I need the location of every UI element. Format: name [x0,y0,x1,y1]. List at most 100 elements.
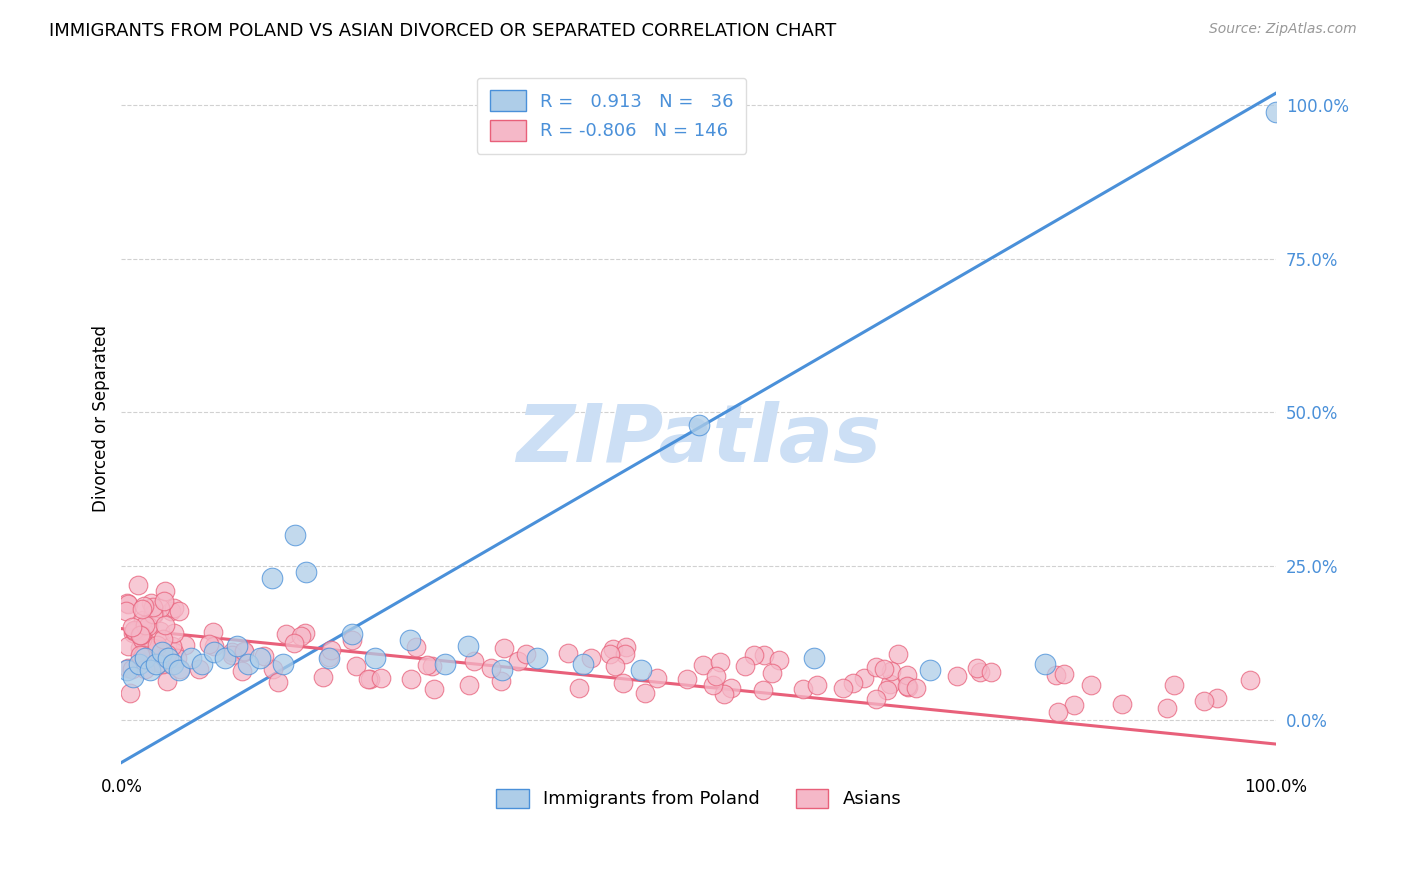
Point [156,673,179,688]
Point [792,682,814,697]
Point [167,604,190,618]
Point [918,664,941,678]
Point [713,687,735,701]
Legend: Immigrants from Poland, Asians: Immigrants from Poland, Asians [489,781,908,815]
Point [832,681,855,696]
Point [842,676,865,690]
Point [1045,668,1067,682]
Point [980,665,1002,679]
Point [115,596,138,610]
Point [134,651,156,665]
Point [163,626,186,640]
Point [1156,701,1178,715]
Point [153,584,176,599]
Point [132,637,155,651]
Point [202,639,225,653]
Point [117,597,139,611]
Point [602,642,624,657]
Point [364,651,387,665]
Point [231,665,253,679]
Point [422,658,444,673]
Point [1063,698,1085,712]
Point [526,651,548,665]
Text: IMMIGRANTS FROM POLAND VS ASIAN DIVORCED OR SEPARATED CORRELATION CHART: IMMIGRANTS FROM POLAND VS ASIAN DIVORCED… [49,22,837,40]
Point [494,641,516,656]
Point [704,669,727,683]
Point [897,681,920,695]
Point [201,624,224,639]
Point [115,604,138,618]
Point [702,678,724,692]
Point [905,681,928,695]
Point [491,664,513,678]
Point [344,659,367,673]
Point [692,657,714,672]
Point [647,671,669,685]
Point [1163,678,1185,692]
Point [127,578,149,592]
Point [463,654,485,668]
Point [752,683,775,698]
Point [260,571,283,585]
Point [422,681,444,696]
Point [149,601,172,615]
Point [752,648,775,662]
Point [121,661,143,675]
Point [122,626,145,640]
Point [253,648,276,663]
Point [167,664,190,678]
Point [294,625,316,640]
Point [174,639,197,653]
Point [370,671,392,685]
Point [879,677,901,691]
Point [458,677,481,691]
Y-axis label: Divorced or Separated: Divorced or Separated [93,325,110,512]
Point [262,662,284,676]
Point [506,654,529,668]
Point [340,632,363,647]
Point [233,643,256,657]
Point [319,643,342,657]
Point [128,648,150,663]
Point [149,624,172,639]
Point [803,651,825,665]
Point [284,528,307,542]
Point [1053,666,1076,681]
Point [128,627,150,641]
Point [318,651,340,665]
Point [131,602,153,616]
Point [198,637,221,651]
Point [166,651,188,665]
Point [163,644,186,658]
Point [599,647,621,661]
Point [150,645,173,659]
Point [433,657,456,672]
Point [136,619,159,633]
Point [399,672,422,686]
Point [117,640,139,654]
Point [416,657,439,672]
Point [405,640,427,655]
Point [238,657,260,672]
Point [134,599,156,613]
Point [579,651,602,665]
Point [1033,657,1056,672]
Point [688,417,710,432]
Point [225,639,247,653]
Point [122,624,145,638]
Point [634,686,657,700]
Point [865,660,887,674]
Point [312,670,335,684]
Point [806,678,828,692]
Point [768,653,790,667]
Text: Source: ZipAtlas.com: Source: ZipAtlas.com [1209,22,1357,37]
Point [515,648,537,662]
Point [1080,678,1102,692]
Point [1192,694,1215,708]
Point [152,657,174,671]
Point [271,657,294,672]
Point [232,645,254,659]
Point [896,679,918,693]
Point [131,632,153,647]
Point [128,641,150,656]
